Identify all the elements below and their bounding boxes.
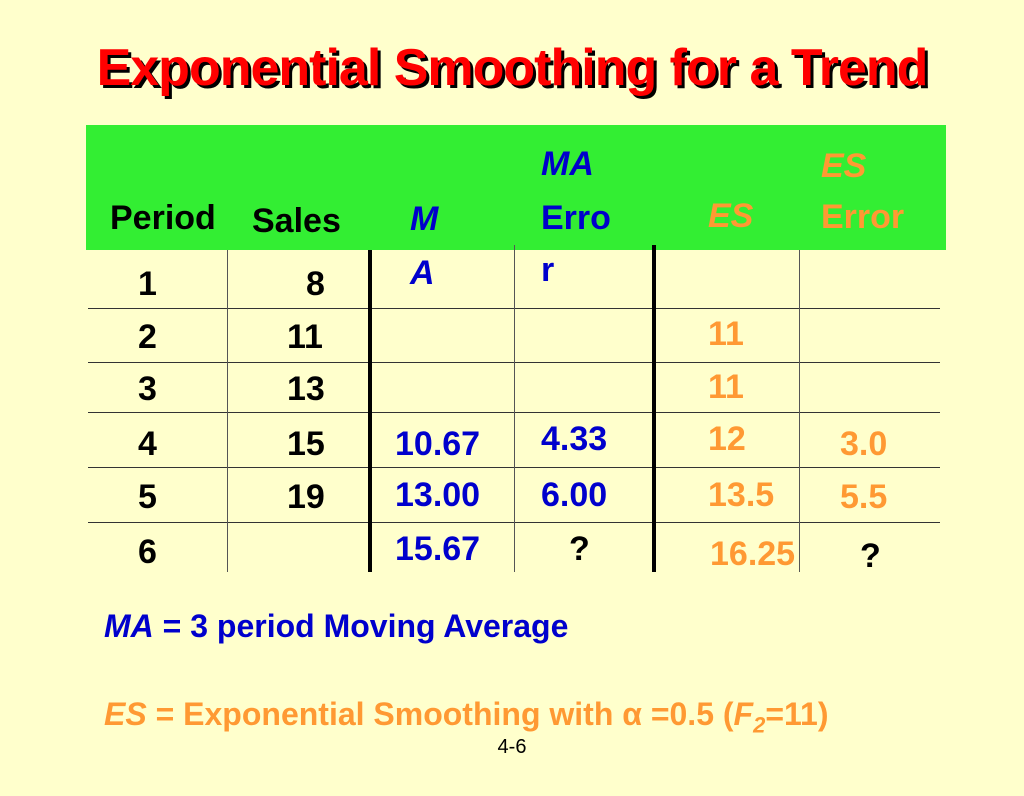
header-es-error-line1: ES <box>821 147 867 185</box>
header-ma-line1: M <box>410 200 439 238</box>
cell-es: 11 <box>708 315 744 353</box>
cell-ma-error: ? <box>569 530 590 568</box>
legend-f-sub: 2 <box>753 712 766 738</box>
cell-es: 11 <box>708 368 744 406</box>
cell-sales: 8 <box>306 265 325 303</box>
cell-es: 13.5 <box>708 476 775 514</box>
legend-es-text2: =0.5 ( <box>641 696 734 732</box>
cell-period: 3 <box>138 370 157 408</box>
header-ma-error-line2: Erro <box>541 199 611 237</box>
column-divider <box>514 245 515 572</box>
cell-sales: 15 <box>287 425 325 463</box>
legend-ma-text: = 3 period Moving Average <box>153 608 569 644</box>
header-es-error-line2: Error <box>821 198 905 236</box>
header-es: ES <box>708 197 754 235</box>
cell-period: 6 <box>138 533 157 571</box>
cell-ma-error: 4.33 <box>541 420 608 458</box>
header-ma-error-line1: MA <box>541 145 594 183</box>
legend-f-var: F <box>733 696 754 732</box>
cell-es: 12 <box>708 420 746 458</box>
legend-es-abbr: ES <box>104 696 147 732</box>
cell-ma: 13.00 <box>395 476 481 514</box>
cell-period: 1 <box>138 265 157 303</box>
cell-period: 5 <box>138 478 157 516</box>
legend-es-text: = Exponential Smoothing with <box>146 696 623 732</box>
header-period: Period <box>110 199 216 237</box>
cell-es-error: 5.5 <box>840 478 888 516</box>
table-header-band <box>86 125 946 250</box>
legend-es-text3: =11) <box>765 696 829 732</box>
legend-ma: MA = 3 period Moving Average <box>104 608 568 645</box>
legend-ma-abbr: MA <box>104 608 154 644</box>
cell-ma: 10.67 <box>395 425 481 463</box>
cell-es-error: ? <box>860 537 881 575</box>
slide-title: Exponential Smoothing for a Trend <box>96 39 929 97</box>
header-ma-line2: A <box>410 254 435 292</box>
cell-ma: 15.67 <box>395 530 481 568</box>
column-divider-thick <box>652 245 656 572</box>
column-divider-thick <box>368 250 372 572</box>
cell-sales: 19 <box>287 478 325 516</box>
cell-es-error: 3.0 <box>840 425 888 463</box>
header-ma-error-line3: r <box>541 251 555 289</box>
cell-ma-error: 6.00 <box>541 476 608 514</box>
header-sales: Sales <box>252 202 341 240</box>
cell-es: 16.25 <box>710 535 796 573</box>
column-divider <box>227 250 228 572</box>
alpha-symbol: α <box>622 696 642 732</box>
cell-sales: 13 <box>287 370 325 408</box>
column-divider <box>799 250 800 572</box>
legend-es: ES = Exponential Smoothing with α =0.5 (… <box>104 696 829 738</box>
cell-period: 4 <box>138 425 157 463</box>
page-number: 4-6 <box>497 736 527 758</box>
cell-period: 2 <box>138 318 157 356</box>
cell-sales: 11 <box>287 318 323 356</box>
